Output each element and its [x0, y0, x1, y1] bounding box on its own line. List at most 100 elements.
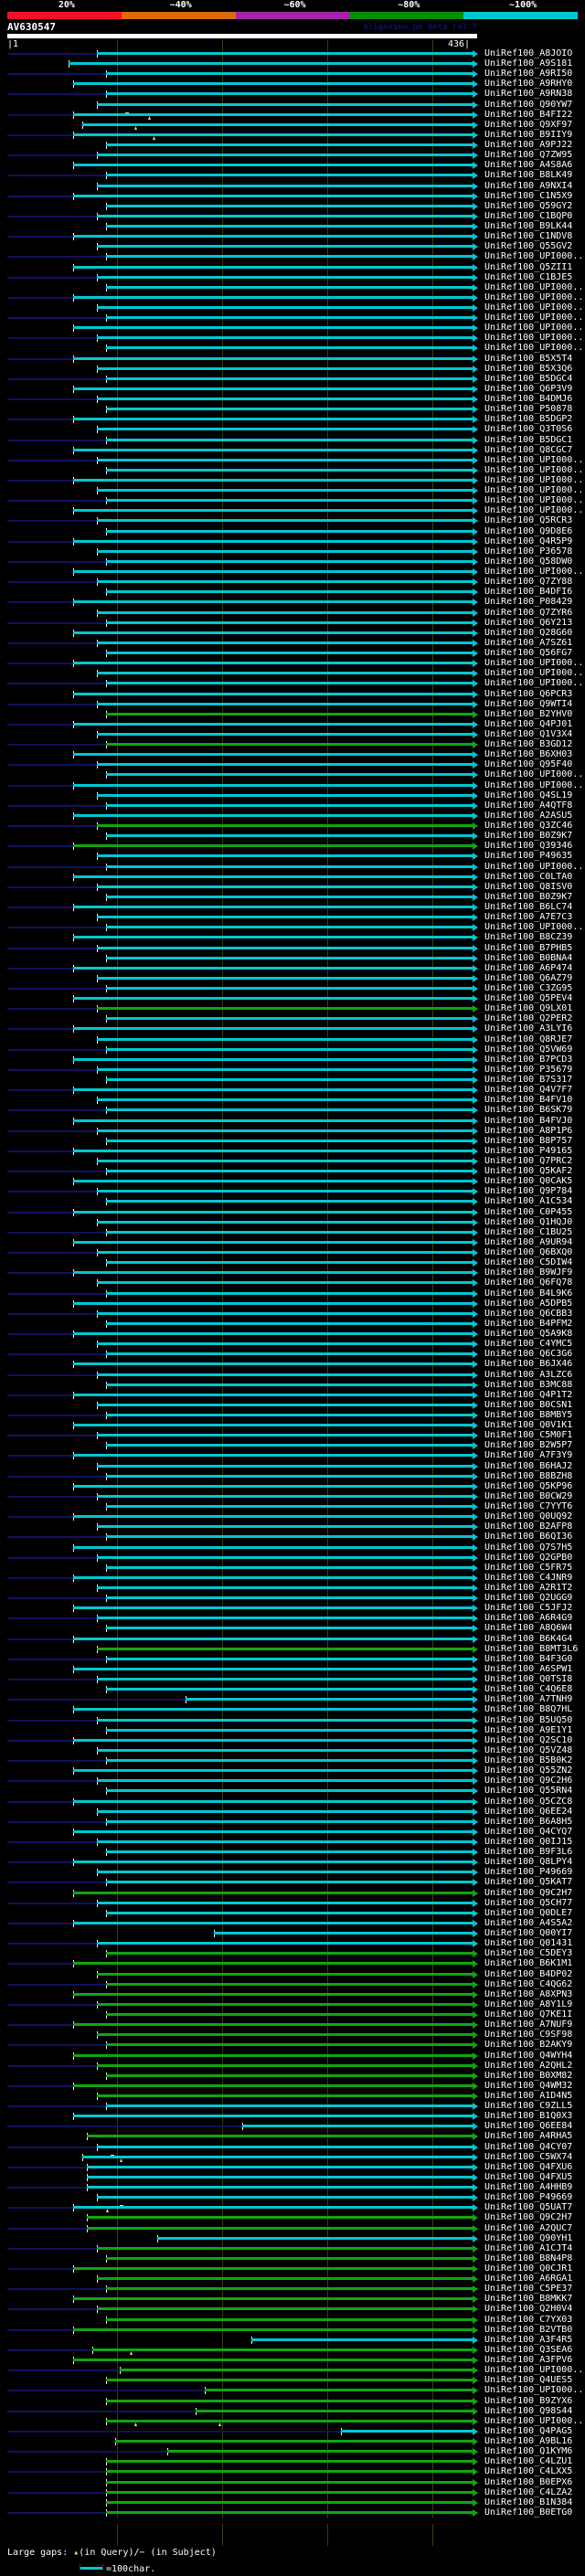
alignment-row[interactable]: UniRef100_Q4PAG5	[0, 2427, 585, 2436]
hsp-bar[interactable]	[251, 2338, 473, 2341]
hit-label[interactable]: UniRef100_UPI000..	[484, 668, 584, 678]
hsp-bar[interactable]	[87, 2166, 473, 2168]
hit-label[interactable]: UniRef100_B1N384	[484, 2497, 573, 2507]
alignment-row[interactable]: UniRef100_Q5A9K8	[0, 1330, 585, 1339]
hsp-bar[interactable]	[106, 834, 473, 837]
alignment-row[interactable]: UniRef100_P08429	[0, 598, 585, 607]
hsp-bar[interactable]	[73, 479, 473, 482]
alignment-row[interactable]: UniRef100_Q9P784	[0, 1187, 585, 1196]
hsp-bar[interactable]	[106, 2318, 473, 2321]
alignment-row[interactable]: UniRef100_Q7ZY88	[0, 578, 585, 587]
hit-label[interactable]: UniRef100_B0EPX6	[484, 2477, 573, 2487]
hit-label[interactable]: UniRef100_UPI000..	[484, 2416, 584, 2426]
hsp-bar[interactable]	[97, 1342, 473, 1345]
hsp-bar[interactable]	[97, 794, 473, 797]
alignment-row[interactable]: UniRef100_B4FI22	[0, 111, 585, 120]
hit-label[interactable]: UniRef100_B8BZH8	[484, 1471, 573, 1481]
hsp-bar[interactable]	[73, 1150, 473, 1152]
hit-label[interactable]: UniRef100_A4RHA5	[484, 2131, 573, 2141]
hsp-bar[interactable]	[97, 2064, 473, 2067]
alignment-row[interactable]: UniRef100_Q4V7F7	[0, 1086, 585, 1095]
alignment-row[interactable]: UniRef100_UPI000..	[0, 496, 585, 505]
hsp-bar[interactable]	[97, 2033, 473, 2036]
alignment-row[interactable]: UniRef100_UPI000..	[0, 476, 585, 485]
hit-label[interactable]: UniRef100_C0LTA0	[484, 872, 573, 882]
alignment-row[interactable]: UniRef100_Q8RJE7	[0, 1035, 585, 1044]
hsp-bar[interactable]	[73, 723, 473, 726]
alignment-row[interactable]: UniRef100_B6LC74	[0, 903, 585, 912]
hsp-bar[interactable]	[97, 2094, 473, 2097]
hsp-bar[interactable]	[73, 1119, 473, 1122]
alignment-row[interactable]: UniRef100_C4JNR9	[0, 1574, 585, 1583]
hit-label[interactable]: UniRef100_B5DGC4	[484, 374, 573, 384]
alignment-row[interactable]: UniRef100_Q0CAK5	[0, 1177, 585, 1186]
hsp-bar[interactable]	[73, 266, 473, 269]
hsp-bar[interactable]	[106, 2287, 473, 2290]
hsp-bar[interactable]	[73, 1576, 473, 1579]
hsp-bar[interactable]	[97, 1586, 473, 1589]
alignment-row[interactable]: UniRef100_UPI000..	[0, 466, 585, 475]
hit-label[interactable]: UniRef100_A8Y1L9	[484, 1999, 573, 2009]
alignment-row[interactable]: UniRef100_B5DGC4	[0, 375, 585, 384]
hit-label[interactable]: UniRef100_B4FV10	[484, 1095, 573, 1105]
hit-label[interactable]: UniRef100_A9S181	[484, 58, 573, 69]
hit-label[interactable]: UniRef100_B6LC74	[484, 902, 573, 912]
hsp-bar[interactable]	[97, 185, 473, 187]
alignment-row[interactable]: UniRef100_B0XM82	[0, 2072, 585, 2081]
hit-label[interactable]: UniRef100_B7PHB5	[484, 943, 573, 953]
alignment-row[interactable]: UniRef100_UPI000..	[0, 344, 585, 353]
hit-label[interactable]: UniRef100_A9RHY0	[484, 79, 573, 89]
hsp-bar[interactable]	[73, 662, 473, 664]
hsp-bar[interactable]	[73, 936, 473, 938]
hit-label[interactable]: UniRef100_A9E1Y1	[484, 1725, 573, 1735]
alignment-row[interactable]: UniRef100_A7SZ61	[0, 639, 585, 648]
hit-label[interactable]: UniRef100_A9RN38	[484, 89, 573, 99]
hit-label[interactable]: UniRef100_Q5KAT7	[484, 1877, 573, 1887]
alignment-row[interactable]: UniRef100_UPI000..	[0, 456, 585, 465]
hsp-bar[interactable]	[73, 2115, 473, 2117]
hsp-bar[interactable]	[106, 1444, 473, 1447]
alignment-row[interactable]: UniRef100_A2QUC7	[0, 2224, 585, 2233]
alignment-row[interactable]: UniRef100_Q1V3X4	[0, 730, 585, 739]
alignment-row[interactable]: UniRef100_B6XH03	[0, 750, 585, 759]
hit-label[interactable]: UniRef100_B8MBY5	[484, 1410, 573, 1420]
alignment-row[interactable]: UniRef100_Q0V1K1	[0, 1421, 585, 1430]
hit-label[interactable]: UniRef100_P35679	[484, 1065, 573, 1075]
hit-label[interactable]: UniRef100_P49635	[484, 851, 573, 861]
alignment-row[interactable]: UniRef100_B4PFM2	[0, 1320, 585, 1329]
alignment-row[interactable]: UniRef100_Q6EE84	[0, 2122, 585, 2131]
alignment-row[interactable]: UniRef100_A9RI50	[0, 69, 585, 79]
alignment-row[interactable]: UniRef100_B2VTB0	[0, 2326, 585, 2335]
hsp-bar[interactable]	[106, 530, 473, 533]
hsp-bar[interactable]	[186, 1698, 473, 1701]
hit-label[interactable]: UniRef100_Q4PAG5	[484, 2426, 573, 2436]
hit-label[interactable]: UniRef100_C1BQP0	[484, 211, 573, 221]
hsp-bar[interactable]	[97, 1525, 473, 1528]
hit-label[interactable]: UniRef100_Q6BXQ0	[484, 1247, 573, 1257]
hsp-bar[interactable]	[106, 773, 473, 776]
hit-label[interactable]: UniRef100_Q55GV2	[484, 241, 573, 251]
hit-label[interactable]: UniRef100_UPI000..	[484, 302, 584, 313]
hit-label[interactable]: UniRef100_A7TNH9	[484, 1694, 573, 1704]
hit-label[interactable]: UniRef100_UPI000..	[484, 2385, 584, 2395]
hit-label[interactable]: UniRef100_P08429	[484, 597, 573, 607]
hit-label[interactable]: UniRef100_B6XH03	[484, 749, 573, 759]
alignment-row[interactable]: UniRef100_C1N5X9	[0, 192, 585, 201]
hsp-bar[interactable]	[97, 1871, 473, 1873]
alignment-row[interactable]: UniRef100_A8Q6W4	[0, 1624, 585, 1633]
hit-label[interactable]: UniRef100_Q6CBB3	[484, 1309, 573, 1319]
hit-label[interactable]: UniRef100_B9WJF9	[484, 1267, 573, 1277]
hsp-bar[interactable]	[97, 1098, 473, 1101]
hsp-bar[interactable]	[73, 1892, 473, 1894]
hit-label[interactable]: UniRef100_A4HHB9	[484, 2182, 573, 2192]
alignment-row[interactable]: UniRef100_Q90YH1	[0, 2234, 585, 2243]
alignment-row[interactable]: UniRef100_A3LZC6	[0, 1371, 585, 1380]
hit-label[interactable]: UniRef100_C9ZLL5	[484, 2101, 573, 2111]
hit-label[interactable]: UniRef100_B2AFP8	[484, 1521, 573, 1532]
hit-label[interactable]: UniRef100_UPI000..	[484, 343, 584, 353]
hit-label[interactable]: UniRef100_B9IIY9	[484, 130, 573, 140]
alignment-row[interactable]: UniRef100_UPI000..	[0, 2417, 585, 2426]
alignment-row[interactable]: UniRef100_A5DPB5	[0, 1299, 585, 1309]
hsp-bar[interactable]	[106, 346, 473, 349]
alignment-row[interactable]: UniRef100_A4RHA5	[0, 2132, 585, 2141]
